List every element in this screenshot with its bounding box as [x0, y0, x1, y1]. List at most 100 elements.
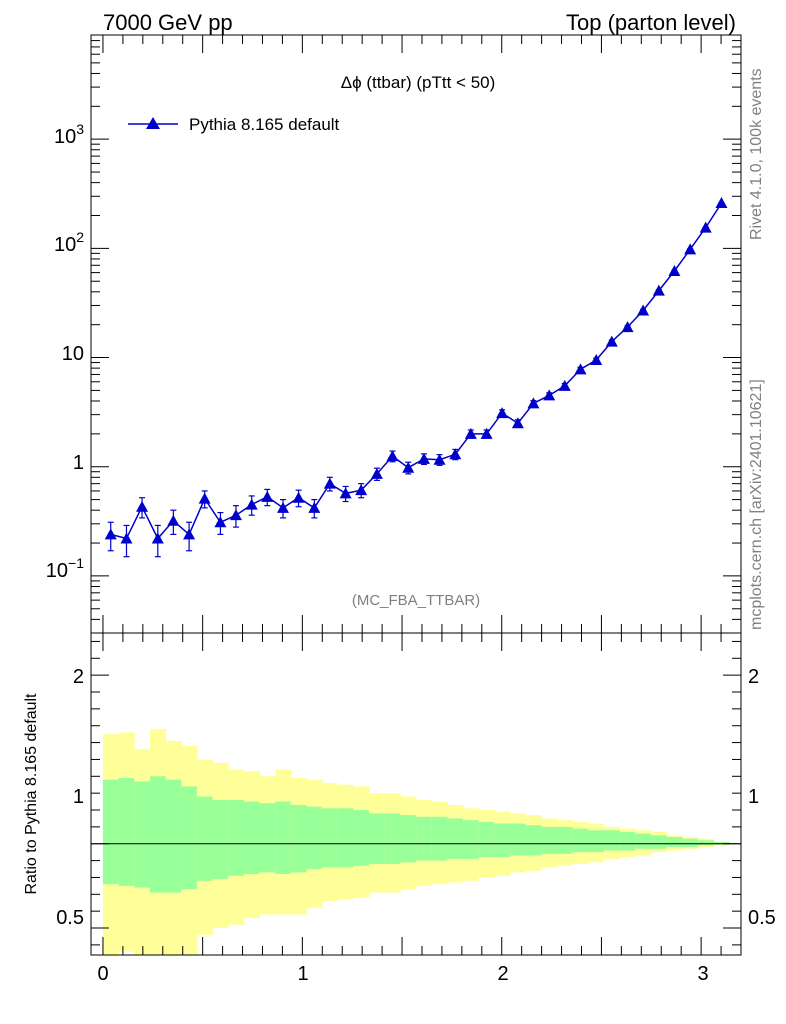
data-point-marker [198, 492, 211, 504]
data-point-marker [339, 487, 352, 499]
ratio-bands [102, 729, 730, 955]
analysis-tag: (MC_FBA_TTBAR) [352, 592, 480, 609]
y-tick-label-100: 102 [54, 229, 84, 256]
data-point-marker [104, 528, 117, 540]
series-line [110, 202, 723, 540]
ratio-inner-band-bin [322, 808, 339, 868]
data-point-marker [245, 498, 258, 510]
data-point-marker [590, 353, 603, 365]
data-point-marker [652, 284, 665, 296]
ratio-inner-band-bin [196, 796, 213, 881]
legend-triangle-icon [146, 117, 160, 129]
ratio-inner-band-bin [400, 815, 417, 863]
x-tick-label-3: 3 [697, 963, 708, 985]
data-point-marker [386, 450, 399, 462]
x-tick-label-0: 0 [97, 963, 108, 985]
data-point-marker [699, 221, 712, 233]
data-point-marker [120, 532, 133, 544]
ratio-inner-band-bin [259, 803, 276, 873]
y-tick-label-0.1: 10−1 [46, 555, 84, 582]
data-point-marker [370, 467, 383, 479]
data-point-marker [308, 501, 321, 513]
ratio-inner-band-bin [697, 840, 715, 846]
ratio-inner-band-bin [306, 806, 323, 870]
data-point-marker [323, 477, 336, 489]
ratio-inner-band-bin [431, 816, 448, 861]
data-point-marker [433, 453, 446, 465]
ratio-inner-band-bin [149, 776, 167, 893]
ratio-inner-band-bin [243, 801, 261, 875]
data-point-marker [292, 491, 305, 503]
ratio-inner-band-bin [337, 808, 354, 868]
data-point-marker [496, 407, 509, 419]
ratio-inner-band-bin [556, 826, 574, 854]
data-point-marker [355, 484, 368, 496]
data-point-marker [167, 514, 180, 526]
ratio-inner-band-bin [102, 779, 120, 885]
ratio-inner-band-bin [541, 826, 558, 854]
main-panel-ticks [91, 34, 742, 634]
header-right-label: Top (parton level) [566, 10, 736, 35]
legend[interactable]: Pythia 8.165 default [128, 115, 340, 134]
x-tick-labels: 0 1 2 3 [97, 963, 708, 985]
data-point-marker [277, 501, 290, 513]
data-point-marker [684, 243, 697, 255]
x-tick-label-2: 2 [497, 963, 508, 985]
ratio-inner-band-bin [682, 838, 699, 848]
mcplots-label: mcplots.cern.ch [arXiv:2401.10621] [748, 379, 765, 630]
ratio-inner-band-bin [588, 830, 605, 853]
ratio-y-tick-labels-right: 0.5 1 2 [748, 666, 776, 929]
ratio-panel-ticks [91, 633, 742, 955]
data-point-marker [480, 427, 493, 439]
ratio-inner-band-bin [510, 823, 527, 856]
plot-title: Δϕ (ttbar) (pTtt < 50) [341, 73, 496, 92]
ratio-inner-band-bin [369, 813, 386, 864]
data-point-marker [558, 379, 571, 391]
ratio-inner-band-bin [666, 836, 683, 848]
ratio-inner-band-bin [134, 781, 151, 888]
ratio-inner-band-bin [384, 813, 401, 864]
data-point-marker [183, 528, 196, 540]
data-point-marker [417, 452, 430, 464]
ratio-inner-band-bin [525, 825, 542, 856]
ratio-panel-frame [90, 632, 742, 956]
data-point-marker [511, 417, 524, 429]
ratio-inner-band-bin [353, 810, 370, 866]
ratio-y-tick-label-2: 2 [73, 666, 84, 688]
data-point-marker [605, 335, 618, 347]
ratio-inner-band-bin [651, 835, 668, 849]
legend-label: Pythia 8.165 default [189, 115, 340, 134]
ratio-y-tick-label-1: 1 [73, 786, 84, 808]
main-y-tick-labels: 10−1 1 10 102 103 [46, 121, 84, 582]
ratio-inner-band-bin [165, 779, 182, 893]
ratio-y-tick-label-right-1: 1 [748, 786, 759, 808]
y-tick-label-1000: 103 [54, 121, 84, 148]
ratio-y-tick-label-right-2: 2 [748, 666, 759, 688]
data-point-marker [402, 461, 415, 473]
ratio-inner-band-bin [635, 833, 652, 849]
ratio-inner-band-bin [275, 801, 292, 875]
ratio-y-tick-label-0.5: 0.5 [56, 907, 84, 929]
ratio-y-tick-labels-left: 0.5 1 2 [56, 666, 84, 929]
ratio-inner-band-bin [290, 804, 307, 873]
ratio-y-axis-label: Ratio to Pythia 8.165 default [23, 693, 40, 895]
data-point-marker [464, 427, 477, 439]
ratio-inner-band-bin [478, 821, 495, 858]
ratio-inner-band-bin [463, 820, 480, 859]
data-point-marker [449, 448, 462, 460]
data-point-marker [668, 265, 681, 277]
ratio-y-tick-label-right-0.5: 0.5 [748, 907, 776, 929]
ratio-inner-band-bin [212, 799, 229, 880]
ratio-inner-band-bin [118, 777, 135, 886]
ratio-inner-band-bin [181, 786, 198, 890]
data-point-marker [261, 490, 274, 502]
y-tick-label-1: 1 [73, 452, 84, 474]
rivet-label: Rivet 4.1.0, 100k events [748, 68, 765, 240]
data-point-marker [229, 509, 242, 521]
ratio-inner-band-bin [619, 831, 636, 851]
ratio-inner-band-bin [228, 799, 245, 876]
ratio-inner-band-bin [494, 823, 511, 858]
header-left-label: 7000 GeV pp [103, 10, 233, 35]
